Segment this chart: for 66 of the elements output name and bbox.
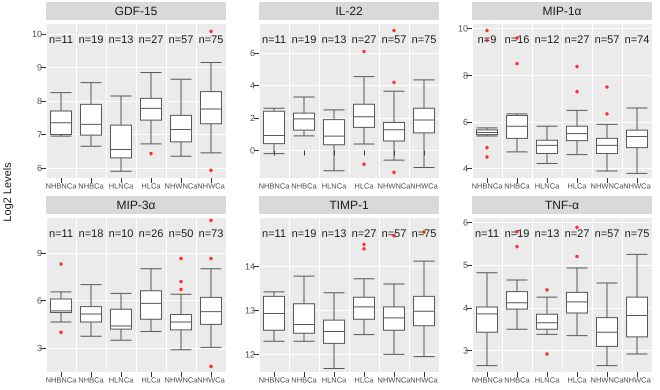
chart-title: IL-22 — [259, 2, 439, 20]
y-tick-label: 6 — [36, 162, 42, 173]
y-tick-label: 10 — [458, 24, 468, 34]
y-tick-label: 13 — [244, 305, 255, 316]
annotation: n=57 — [594, 34, 620, 46]
y-tick-label: 3 — [462, 346, 468, 356]
y-tick-label: 9 — [36, 62, 42, 73]
annotation: n=12 — [534, 34, 560, 46]
annotation: n=27 — [138, 34, 164, 46]
annotation: n=19 — [78, 34, 104, 46]
annotation: n=57 — [382, 228, 406, 240]
y-tick-label: 8 — [36, 96, 42, 106]
annotation: n=75 — [412, 228, 436, 240]
annotation: n=26 — [138, 228, 164, 240]
y-tick-label: 8 — [462, 70, 468, 80]
y-tick-label: 9 — [36, 248, 42, 258]
y-tick-label: 12 — [244, 349, 255, 360]
annotation: n=19 — [292, 34, 316, 46]
annotation: n=73 — [198, 228, 224, 240]
y-axis-title: Log2 Levels — [2, 161, 14, 224]
y-tick-label: 0 — [250, 145, 255, 156]
annotation: n=18 — [78, 228, 104, 240]
y-tick-label: 6 — [462, 217, 468, 228]
annotation: n=13 — [322, 228, 346, 240]
annotation: n=27 — [564, 34, 590, 46]
annotation: n=19 — [504, 228, 530, 240]
annotation: n=11 — [49, 228, 73, 240]
annotation: n=11 — [262, 34, 286, 46]
annotation: n=16 — [504, 34, 530, 46]
annotation: n=50 — [168, 228, 194, 240]
annotation: n=13 — [108, 34, 134, 46]
y-tick-label: 7 — [36, 129, 42, 140]
annotation: n=11 — [475, 228, 499, 240]
chart-title: MIP-1α — [472, 2, 652, 20]
chart-title: TIMP-1 — [259, 196, 439, 214]
annotation: n=27 — [352, 34, 376, 46]
y-tick-label: 14 — [244, 261, 255, 272]
chart-title: MIP-3α — [46, 196, 226, 214]
annotation: n=11 — [49, 34, 73, 46]
y-tick-label: 10 — [32, 29, 42, 40]
annotation: n=10 — [108, 228, 134, 240]
y-tick-label: 6 — [250, 48, 255, 58]
chart-title: GDF-15 — [46, 2, 226, 20]
chart-title: TNF-α — [472, 196, 652, 214]
annotation: n=74 — [624, 34, 650, 46]
y-tick-label: 6 — [36, 296, 42, 306]
annotation: n=57 — [382, 34, 406, 46]
annotation: n=75 — [412, 34, 436, 46]
annotation: n=27 — [564, 228, 590, 240]
annotation: n=9 — [478, 34, 496, 46]
annotation: n=13 — [322, 34, 346, 46]
annotation: n=19 — [292, 228, 316, 240]
y-tick-label: 4 — [462, 164, 468, 174]
y-tick-label: 5 — [462, 260, 468, 270]
y-tick-label: 6 — [462, 117, 468, 127]
annotation: n=57 — [594, 228, 620, 240]
y-tick-label: 2 — [250, 113, 255, 124]
annotation: n=27 — [352, 228, 376, 240]
y-tick-label: 4 — [250, 80, 255, 91]
annotation: n=11 — [262, 228, 286, 240]
annotation: n=13 — [534, 228, 560, 240]
y-tick-label: 3 — [36, 343, 42, 354]
annotation: n=75 — [624, 228, 650, 240]
y-tick-label: 4 — [462, 302, 468, 313]
annotation: n=75 — [198, 34, 224, 46]
annotation: n=57 — [168, 34, 194, 46]
